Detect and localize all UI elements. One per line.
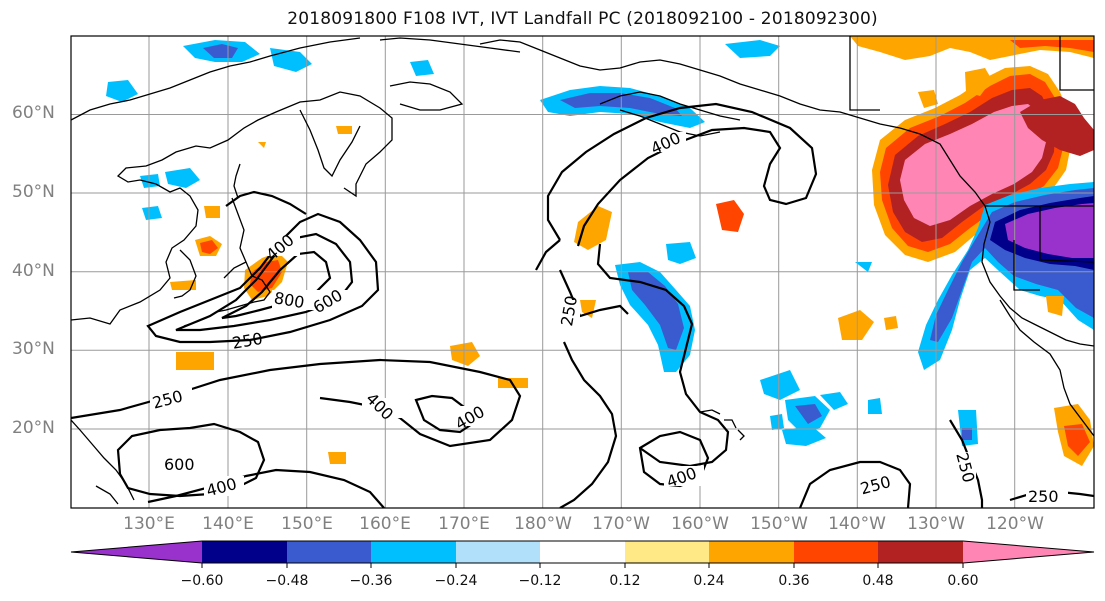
colorbar-segment: [709, 541, 794, 563]
lon-label: 140°E: [202, 514, 254, 534]
lat-label: 50°N: [12, 182, 55, 202]
lon-label: 120°W: [986, 514, 1044, 534]
negative-shading-southwest-us: [918, 182, 1094, 370]
lon-label: 160°E: [359, 514, 411, 534]
graticule: [71, 36, 1094, 508]
colorbar-segment: [287, 541, 371, 563]
colorbar-tick-label: 0.12: [609, 573, 641, 589]
negative-shading-central-pacific: [615, 242, 978, 446]
lon-label: 150°W: [750, 514, 808, 534]
colorbar-tick-label: 0.36: [778, 573, 810, 589]
lon-label: 130°E: [123, 514, 175, 534]
coastlines: [71, 36, 1094, 505]
lon-label: 170°W: [592, 514, 650, 534]
colorbar-tick-label: 0.48: [862, 573, 894, 589]
colorbar-tick-label: −0.12: [518, 573, 562, 589]
lat-label: 20°N: [12, 418, 55, 438]
colorbar-tick-label: −0.36: [349, 573, 393, 589]
colorbar-tick-label: 0.24: [693, 573, 725, 589]
colorbar-segment: [371, 541, 456, 563]
colorbar-segment: [963, 541, 1094, 563]
colorbar-segment: [71, 541, 202, 563]
lat-label: 30°N: [12, 339, 55, 359]
colorbar-segment: [456, 541, 540, 563]
lon-label: 170°E: [438, 514, 490, 534]
colorbar-tick-label: −0.60: [180, 573, 224, 589]
lon-label: 130°W: [907, 514, 965, 534]
lon-label: 180°W: [514, 514, 572, 534]
lat-label: 40°N: [12, 261, 55, 281]
lon-label: 150°E: [281, 514, 333, 534]
lon-label: 160°W: [671, 514, 729, 534]
colorbar-segment: [878, 541, 963, 563]
colorbar-segment: [625, 541, 709, 563]
lon-label: 140°W: [828, 514, 886, 534]
positive-shading-scattered: [170, 126, 1094, 466]
colorbar-tick-label: 0.60: [947, 573, 979, 589]
colorbar: [70, 540, 1095, 568]
colorbar-tick-label: −0.48: [265, 573, 309, 589]
colorbar-segment: [540, 541, 625, 563]
colorbar-tick-label: −0.24: [434, 573, 478, 589]
colorbar-segment: [202, 541, 287, 563]
map-title: 2018091800 F108 IVT, IVT Landfall PC (20…: [287, 9, 878, 29]
contour-label: 250: [1028, 487, 1059, 506]
lat-label: 60°N: [12, 103, 55, 123]
map-frame: [70, 35, 1095, 509]
contour-label: 600: [164, 455, 195, 474]
colorbar-segment: [794, 541, 878, 563]
